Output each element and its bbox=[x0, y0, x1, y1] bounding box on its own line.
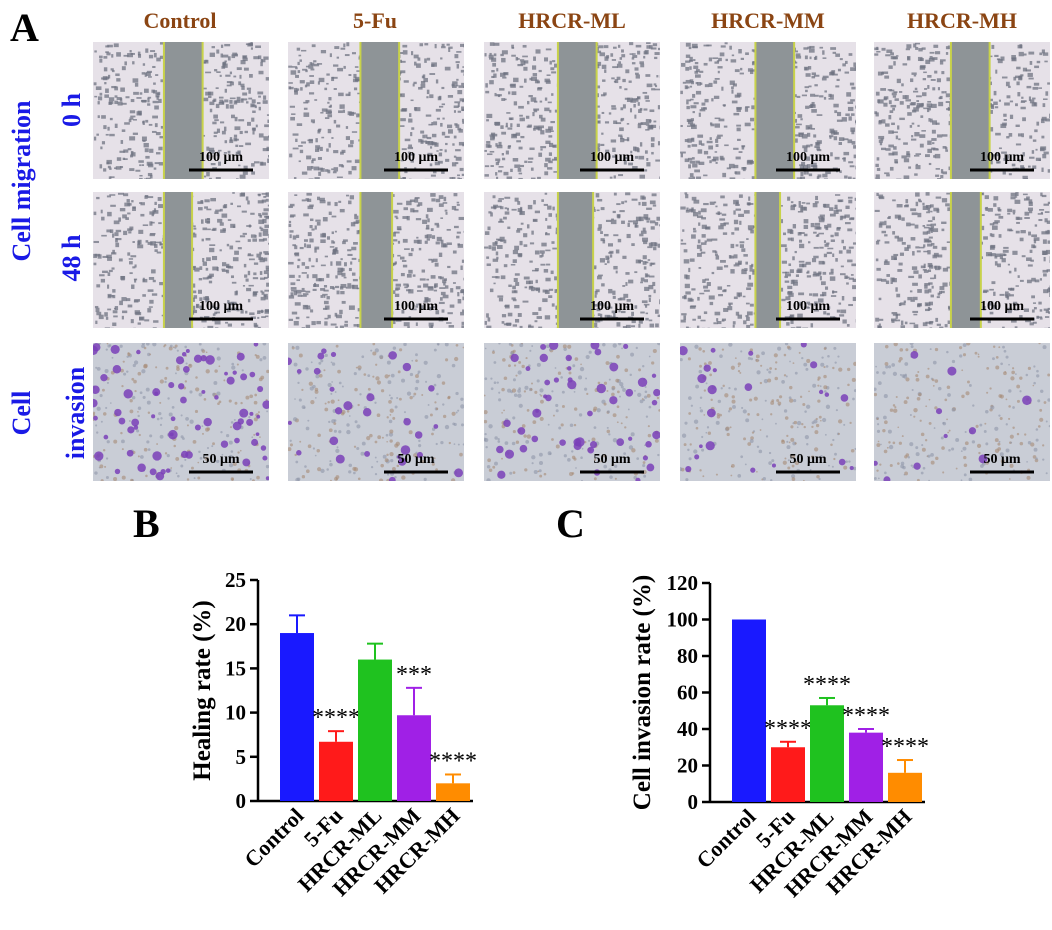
micrograph-image: 50 μm bbox=[484, 343, 660, 481]
micrograph-image: 50 μm bbox=[93, 343, 269, 481]
scale-bar-label: 100 μm bbox=[199, 150, 243, 165]
micrograph-image: 100 μm bbox=[93, 192, 269, 328]
panel-a-letter: A bbox=[10, 4, 39, 51]
scale-bar-label: 50 μm bbox=[983, 452, 1020, 467]
significance-marker: **** bbox=[842, 703, 890, 729]
panel-b-letter: B bbox=[133, 500, 160, 547]
bar-control bbox=[280, 633, 314, 801]
y-tick-label: 5 bbox=[236, 745, 247, 769]
micrograph-image: 100 μm bbox=[288, 192, 464, 328]
scale-bar-label: 100 μm bbox=[394, 299, 438, 314]
micrograph-image: 50 μm bbox=[288, 343, 464, 481]
micrograph-image: 100 μm bbox=[484, 42, 660, 179]
y-tick-label: 120 bbox=[667, 571, 699, 595]
y-tick-label: 0 bbox=[688, 790, 699, 814]
row-label-0h: 0 h bbox=[57, 70, 87, 150]
significance-marker: **** bbox=[429, 748, 477, 774]
bar-5-fu bbox=[319, 742, 353, 801]
scale-bar-label: 100 μm bbox=[394, 150, 438, 165]
micrograph-image: 100 μm bbox=[93, 42, 269, 179]
column-header-control: Control bbox=[90, 8, 270, 34]
scale-bar-label: 100 μm bbox=[590, 299, 634, 314]
bar-5-fu bbox=[771, 747, 805, 802]
column-header-hrcr-mm: HRCR-MM bbox=[678, 8, 858, 34]
y-tick-label: 20 bbox=[225, 612, 246, 636]
invasion-rate-chart: 0 20 40 60 80 100 120 Cell invasion rate (%) Con… bbox=[620, 510, 1040, 930]
significance-marker: **** bbox=[312, 705, 360, 731]
y-axis-label: Healing rate (%) bbox=[189, 600, 216, 781]
scale-bar-label: 100 μm bbox=[786, 299, 830, 314]
column-header-5fu: 5-Fu bbox=[285, 8, 465, 34]
row-label-cell: Cell bbox=[7, 373, 37, 453]
category-label: Control bbox=[239, 803, 308, 872]
column-header-hrcr-mh: HRCR-MH bbox=[872, 8, 1052, 34]
scale-bar-label: 50 μm bbox=[789, 452, 826, 467]
bar-control bbox=[732, 620, 766, 803]
micrograph-image: 100 μm bbox=[874, 42, 1050, 179]
scale-bar-label: 50 μm bbox=[202, 452, 239, 467]
bar-hrcr-mh bbox=[888, 773, 922, 802]
y-tick-label: 25 bbox=[225, 568, 246, 592]
significance-marker: **** bbox=[803, 672, 851, 698]
scale-bar-label: 100 μm bbox=[199, 299, 243, 314]
significance-marker: **** bbox=[764, 716, 812, 742]
column-header-hrcr-ml: HRCR-ML bbox=[482, 8, 662, 34]
bar-hrcr-ml bbox=[810, 705, 844, 802]
y-tick-label: 0 bbox=[236, 789, 247, 813]
y-tick-label: 80 bbox=[677, 644, 698, 668]
significance-marker: **** bbox=[881, 734, 929, 760]
row-label-invasion: invasion bbox=[61, 353, 91, 473]
micrograph-image: 50 μm bbox=[680, 343, 856, 481]
scale-bar-label: 50 μm bbox=[593, 452, 630, 467]
row-label-cell-migration: Cell migration bbox=[7, 81, 37, 281]
scale-bar-label: 100 μm bbox=[786, 150, 830, 165]
y-tick-label: 100 bbox=[667, 608, 699, 632]
bar-hrcr-ml bbox=[358, 660, 392, 801]
scale-bar-label: 100 μm bbox=[980, 299, 1024, 314]
scale-bar-label: 100 μm bbox=[590, 150, 634, 165]
y-tick-label: 40 bbox=[677, 717, 698, 741]
scale-bar-label: 50 μm bbox=[397, 452, 434, 467]
micrograph-image: 100 μm bbox=[680, 42, 856, 179]
y-tick-label: 20 bbox=[677, 754, 698, 778]
micrograph-image: 50 μm bbox=[874, 343, 1050, 481]
panel-c-letter: C bbox=[556, 500, 585, 547]
y-tick-label: 10 bbox=[225, 701, 246, 725]
bar-hrcr-mh bbox=[436, 783, 470, 801]
micrograph-image: 100 μm bbox=[484, 192, 660, 328]
significance-marker: *** bbox=[396, 662, 432, 688]
bar-hrcr-mm bbox=[397, 715, 431, 801]
bar-hrcr-mm bbox=[849, 733, 883, 802]
micrograph-image: 100 μm bbox=[288, 42, 464, 179]
micrograph-image: 100 μm bbox=[680, 192, 856, 328]
row-label-48h: 48 h bbox=[57, 218, 87, 298]
y-tick-label: 15 bbox=[225, 656, 246, 680]
scale-bar-label: 100 μm bbox=[980, 150, 1024, 165]
y-tick-label: 60 bbox=[677, 681, 698, 705]
y-axis-label: Cell invasion rate (%) bbox=[629, 575, 656, 810]
micrograph-image: 100 μm bbox=[874, 192, 1050, 328]
category-label: Control bbox=[691, 804, 760, 873]
